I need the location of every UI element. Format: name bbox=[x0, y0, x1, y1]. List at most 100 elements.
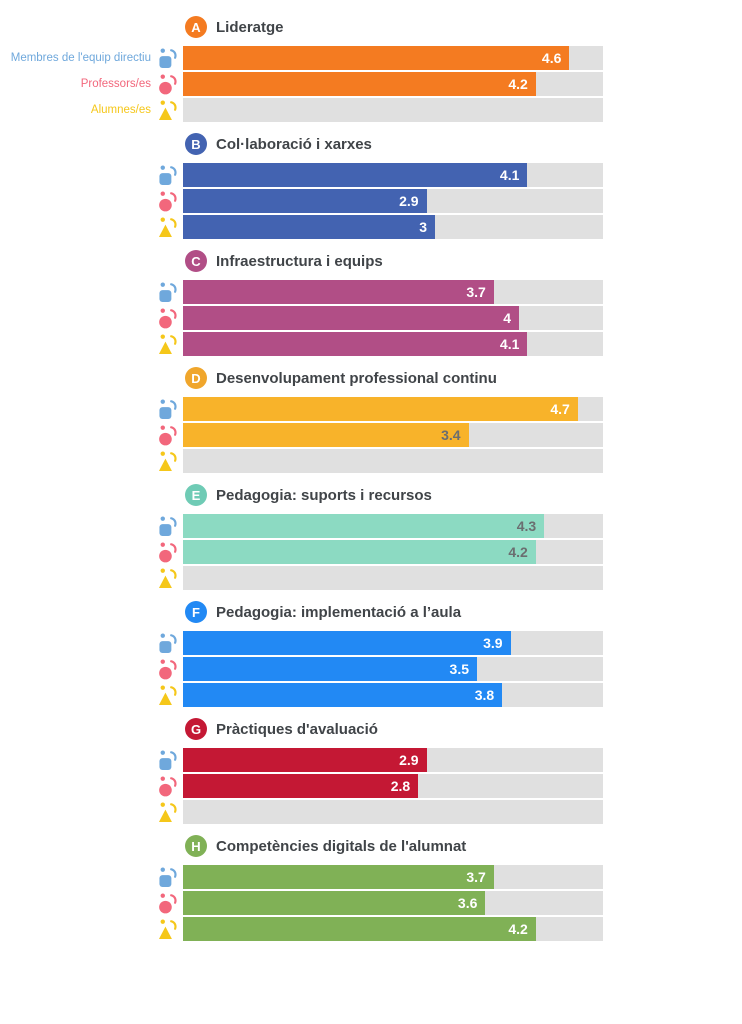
bar-value: 4.2 bbox=[508, 76, 528, 92]
bar-track: 4.2 bbox=[183, 72, 603, 96]
section-title: Pedagogia: suports i recursos bbox=[216, 486, 432, 504]
value-bar: 4.1 bbox=[183, 332, 528, 356]
section-rows: 4.3 4.2 bbox=[0, 514, 742, 590]
value-bar: 3.6 bbox=[183, 891, 486, 915]
leader-icon bbox=[159, 47, 177, 68]
group-icon-cell bbox=[154, 216, 183, 239]
chart-section: H Competències digitals de l'alumnat 3.7… bbox=[0, 833, 742, 941]
group-icon-cell bbox=[154, 567, 183, 590]
student-icon bbox=[158, 684, 177, 705]
bar-row-leaders: Membres de l'equip directiu 4.6 bbox=[0, 46, 742, 70]
bar-value: 4.2 bbox=[508, 921, 528, 937]
group-icon-cell bbox=[154, 515, 183, 538]
bar-track: 2.8 bbox=[183, 774, 603, 798]
value-bar: 4 bbox=[183, 306, 519, 330]
bar-value: 3 bbox=[419, 219, 427, 235]
group-icon-cell bbox=[154, 47, 183, 70]
leader-icon bbox=[159, 398, 177, 419]
value-bar: 3.9 bbox=[183, 631, 511, 655]
group-icon-cell bbox=[154, 307, 183, 330]
bar-row-leaders: 2.9 bbox=[0, 748, 742, 772]
bar-row-students: 4.2 bbox=[0, 917, 742, 941]
bar-row-leaders: 3.7 bbox=[0, 865, 742, 889]
bar-row-leaders: 3.7 bbox=[0, 280, 742, 304]
group-icon-cell bbox=[154, 684, 183, 707]
group-icon-cell bbox=[154, 632, 183, 655]
value-bar: 4.7 bbox=[183, 397, 578, 421]
bar-track: 4.1 bbox=[183, 163, 603, 187]
teacher-icon bbox=[159, 541, 177, 562]
group-icon-cell bbox=[154, 398, 183, 421]
bar-track: 3.6 bbox=[183, 891, 603, 915]
bar-track: 4.1 bbox=[183, 332, 603, 356]
section-letter-badge: F bbox=[185, 601, 207, 623]
teacher-icon bbox=[159, 658, 177, 679]
section-letter-badge: A bbox=[185, 16, 207, 38]
section-rows: 4.1 2.9 3 bbox=[0, 163, 742, 239]
bar-value: 2.8 bbox=[390, 778, 411, 794]
bar-value: 3.7 bbox=[466, 869, 486, 885]
bar-row-teachers: 3.4 bbox=[0, 423, 742, 447]
section-header: A Lideratge bbox=[185, 14, 742, 40]
value-bar: 3.7 bbox=[183, 280, 494, 304]
section-rows: 3.7 3.6 4.2 bbox=[0, 865, 742, 941]
bar-track: 2.9 bbox=[183, 189, 603, 213]
bar-track: 3.7 bbox=[183, 280, 603, 304]
bar-track: 4.2 bbox=[183, 540, 603, 564]
section-letter-badge: G bbox=[185, 718, 207, 740]
section-letter-badge: C bbox=[185, 250, 207, 272]
group-icon-cell bbox=[154, 801, 183, 824]
bar-value: 3.6 bbox=[457, 895, 478, 911]
section-letter-badge: H bbox=[185, 835, 207, 857]
student-icon bbox=[158, 918, 177, 939]
group-icon-cell bbox=[154, 450, 183, 473]
leader-icon bbox=[159, 281, 177, 302]
section-header: E Pedagogia: suports i recursos bbox=[185, 482, 742, 508]
chart-section: A Lideratge Membres de l'equip directiu 4… bbox=[0, 14, 742, 122]
group-icon-cell bbox=[154, 424, 183, 447]
bar-value: 4.3 bbox=[516, 518, 537, 534]
chart-section: B Col·laboració i xarxes 4.1 2.9 3 bbox=[0, 131, 742, 239]
chart-section: D Desenvolupament professional continu 4… bbox=[0, 365, 742, 473]
selfie-areas-chart: A Lideratge Membres de l'equip directiu 4… bbox=[0, 14, 742, 941]
bar-row-leaders: 4.7 bbox=[0, 397, 742, 421]
teacher-icon bbox=[159, 190, 177, 211]
group-icon-cell bbox=[154, 658, 183, 681]
student-icon bbox=[158, 450, 177, 471]
leader-icon bbox=[159, 515, 177, 536]
bar-row-teachers: 4 bbox=[0, 306, 742, 330]
chart-section: C Infraestructura i equips 3.7 4 4.1 bbox=[0, 248, 742, 356]
bar-row-teachers: 3.5 bbox=[0, 657, 742, 681]
bar-value: 4.2 bbox=[508, 544, 528, 560]
bar-track: 2.9 bbox=[183, 748, 603, 772]
bar-row-students: Alumnes/es bbox=[0, 98, 742, 122]
student-icon bbox=[158, 333, 177, 354]
bar-track bbox=[183, 98, 603, 122]
value-bar: 4.3 bbox=[183, 514, 545, 538]
bar-value: 2.9 bbox=[399, 193, 419, 209]
student-icon bbox=[158, 99, 177, 120]
value-bar: 2.8 bbox=[183, 774, 419, 798]
leader-icon bbox=[159, 632, 177, 653]
bar-row-leaders: 3.9 bbox=[0, 631, 742, 655]
section-rows: Membres de l'equip directiu 4.6 Professors… bbox=[0, 46, 742, 122]
bar-row-teachers: 2.9 bbox=[0, 189, 742, 213]
bar-row-students: 3 bbox=[0, 215, 742, 239]
value-bar: 3.5 bbox=[183, 657, 477, 681]
section-header: D Desenvolupament professional continu bbox=[185, 365, 742, 391]
bar-track: 3.9 bbox=[183, 631, 603, 655]
section-title: Competències digitals de l'alumnat bbox=[216, 837, 467, 855]
group-icon-cell bbox=[154, 73, 183, 96]
group-icon-cell bbox=[154, 892, 183, 915]
chart-section: G Pràctiques d'avaluació 2.9 2.8 bbox=[0, 716, 742, 824]
bar-track: 4.2 bbox=[183, 917, 603, 941]
student-icon bbox=[158, 567, 177, 588]
value-bar: 2.9 bbox=[183, 189, 427, 213]
group-label-teachers: Professors/es bbox=[80, 78, 151, 90]
section-title: Col·laboració i xarxes bbox=[216, 135, 372, 153]
value-bar: 2.9 bbox=[183, 748, 427, 772]
bar-value: 3.5 bbox=[449, 661, 469, 677]
bar-track: 3.5 bbox=[183, 657, 603, 681]
bar-row-students bbox=[0, 800, 742, 824]
group-icon-cell bbox=[154, 866, 183, 889]
